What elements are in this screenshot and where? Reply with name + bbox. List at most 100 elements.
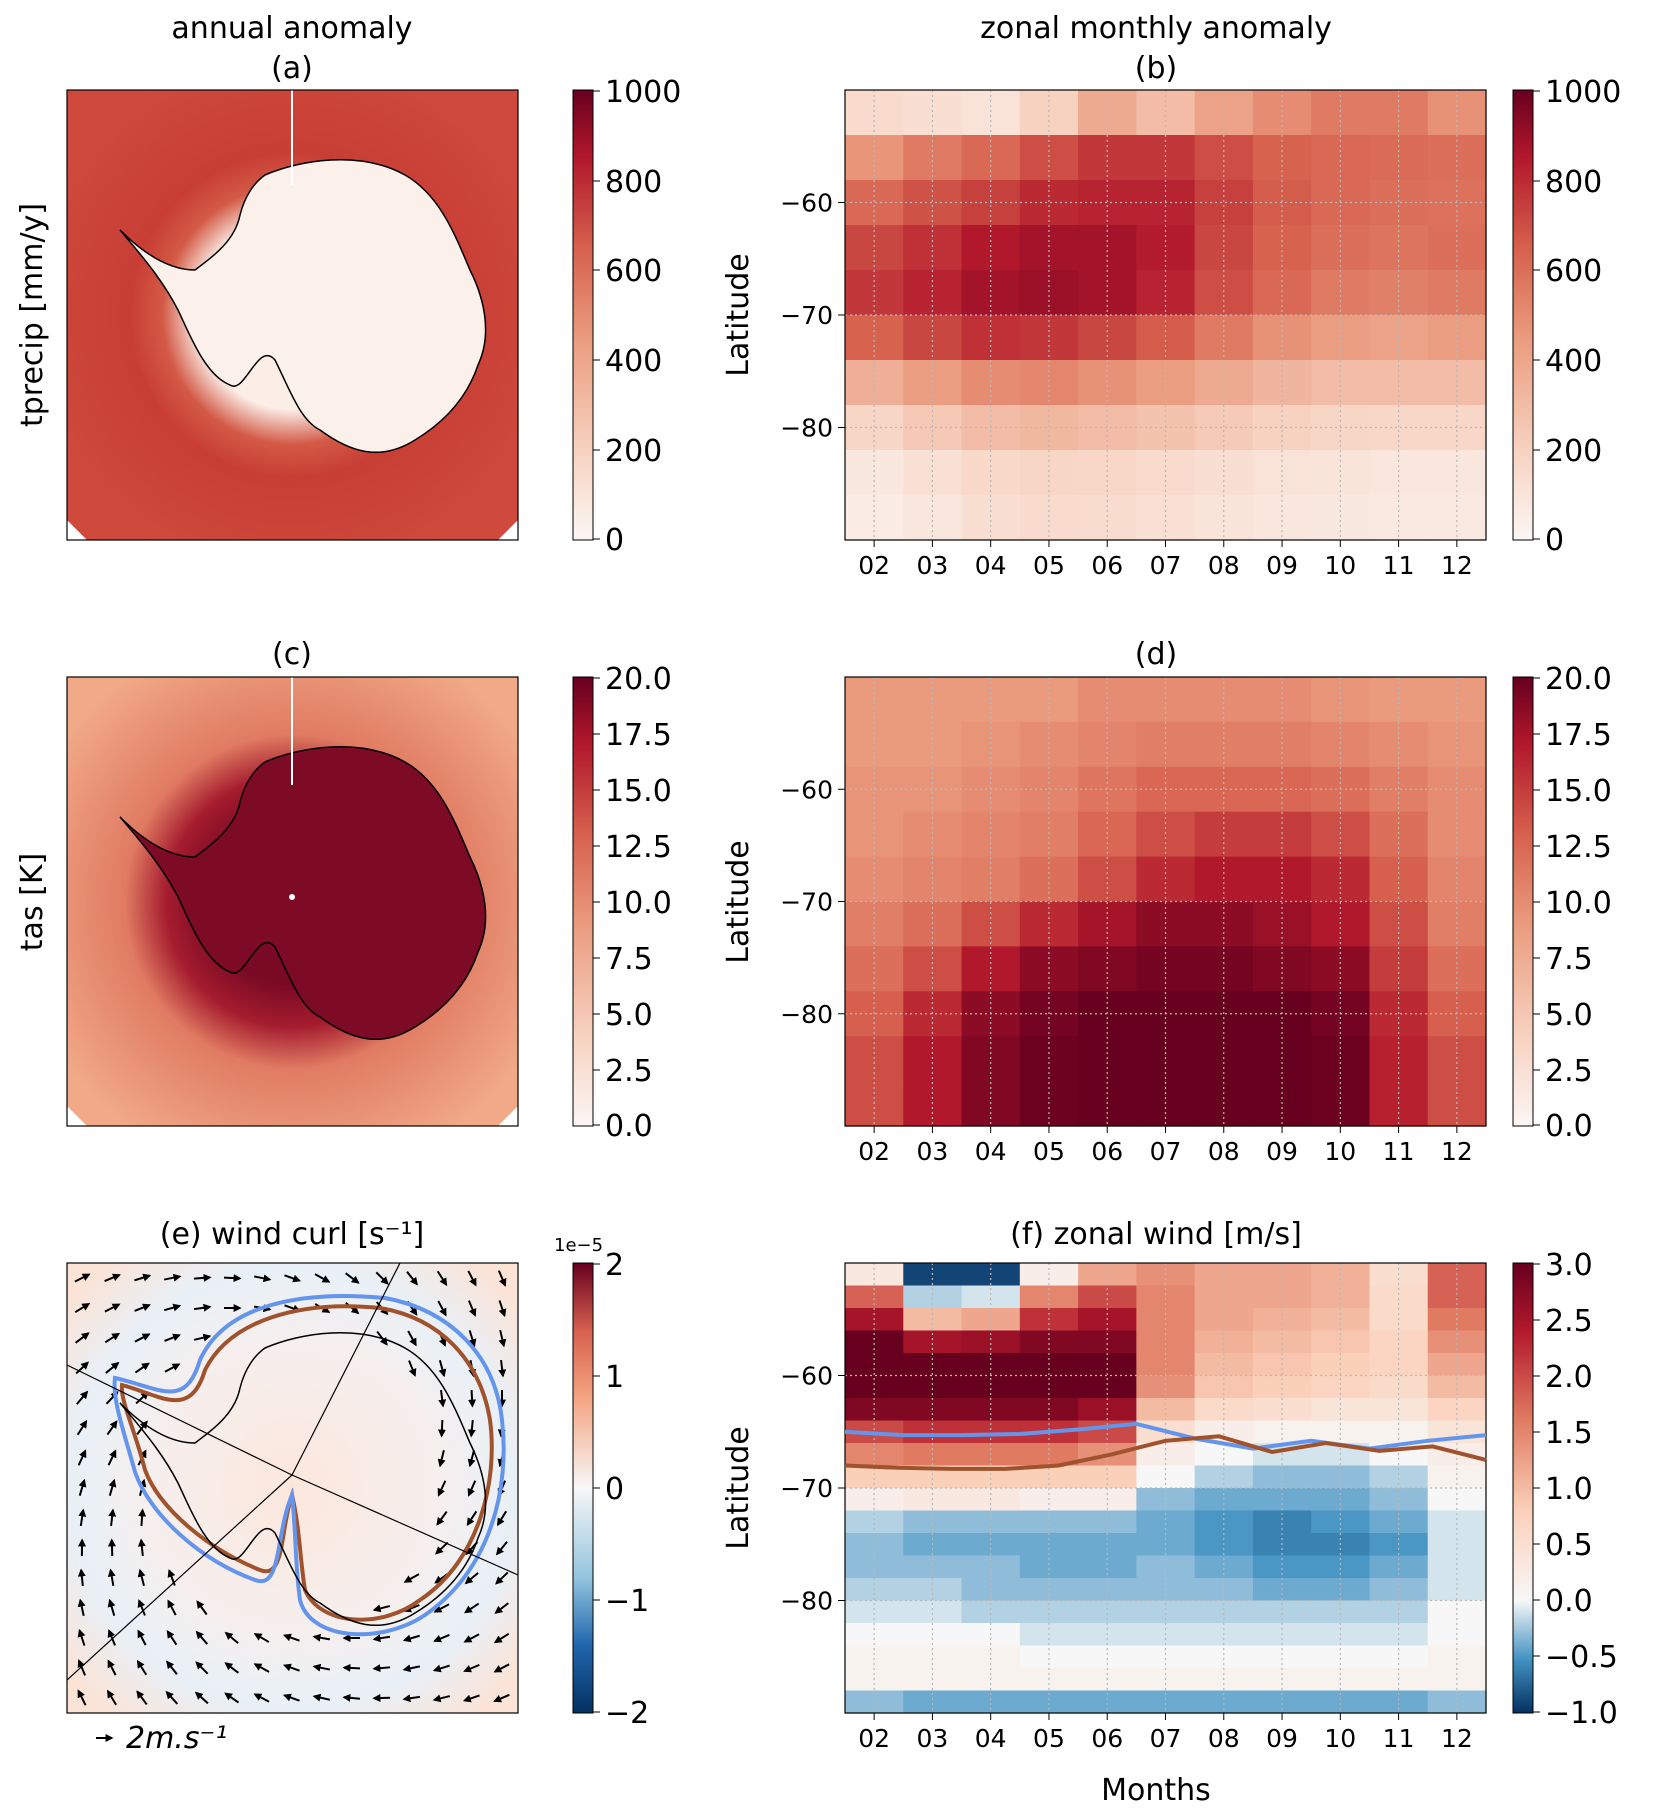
cell-f xyxy=(1252,1555,1312,1579)
cb-b-tick-4: 200 xyxy=(1545,434,1602,469)
cell-d xyxy=(1078,766,1137,813)
title-e: (e) wind curl [s⁻¹] xyxy=(160,1217,424,1252)
cell-d xyxy=(961,721,1021,768)
cell-b xyxy=(1311,450,1371,496)
cell-d xyxy=(1194,901,1254,947)
wind-arrow xyxy=(345,1272,360,1284)
cell-f xyxy=(1194,1690,1254,1714)
cb-d-tick-3: 12.5 xyxy=(1545,830,1612,865)
cell-f xyxy=(845,1330,904,1354)
xtick-label-b: 06 xyxy=(1091,551,1123,580)
wind-arrow xyxy=(165,1690,179,1705)
cell-d xyxy=(1019,677,1079,723)
cell-f xyxy=(1311,1555,1371,1579)
cell-b xyxy=(1194,495,1254,541)
colorbar-e: 1e−5 2 1 0 −1 −2 xyxy=(554,1235,649,1731)
cell-d xyxy=(903,901,963,947)
wind-arrow xyxy=(74,1273,91,1283)
cell-b xyxy=(845,225,904,271)
wind-arrow xyxy=(372,1604,391,1613)
wind-arrow xyxy=(467,1419,476,1438)
wind-arrow xyxy=(495,1571,509,1585)
cell-f xyxy=(903,1330,963,1354)
cell-b xyxy=(1136,450,1196,496)
cb-b-tick-1: 800 xyxy=(1545,165,1602,200)
cell-d xyxy=(1019,856,1079,903)
cell-f xyxy=(1427,1510,1487,1534)
wind-arrow xyxy=(107,1538,116,1557)
cell-f xyxy=(961,1330,1021,1354)
cb-e-tick-0: 2 xyxy=(605,1248,624,1283)
cell-b xyxy=(845,495,904,541)
cell-f xyxy=(1311,1420,1371,1444)
cb-c-tick-4: 10.0 xyxy=(605,886,672,921)
cell-f xyxy=(1078,1465,1137,1489)
cell-b xyxy=(903,135,963,181)
wind-arrow xyxy=(498,1359,507,1378)
cell-b xyxy=(1078,360,1137,406)
cb-d-tick-1: 17.5 xyxy=(1545,718,1612,753)
xtick-label-d: 03 xyxy=(917,1137,949,1166)
cell-d xyxy=(1311,677,1371,723)
map-e xyxy=(67,1263,518,1713)
wind-arrow xyxy=(312,1633,331,1642)
wind-arrow xyxy=(195,1630,209,1645)
cell-d xyxy=(1369,811,1429,858)
cell-b xyxy=(845,180,904,226)
wind-arrow xyxy=(107,1598,116,1616)
cell-f xyxy=(1427,1600,1487,1624)
wind-arrow xyxy=(107,1659,117,1676)
xtick-label-d: 08 xyxy=(1208,1137,1240,1166)
wind-arrow xyxy=(193,1333,212,1342)
cell-b xyxy=(903,495,963,541)
cell-b xyxy=(1078,315,1137,361)
cell-f xyxy=(1311,1330,1371,1354)
cell-d xyxy=(1427,901,1487,947)
cell-f xyxy=(1427,1690,1487,1714)
wind-arrow xyxy=(137,1568,146,1586)
cb-d-tick-4: 10.0 xyxy=(1545,886,1612,921)
cell-b xyxy=(1369,135,1429,181)
cell-d xyxy=(1136,901,1196,947)
cell-f xyxy=(1194,1555,1254,1579)
wind-arrow xyxy=(134,1273,152,1282)
xtick-label-f: 11 xyxy=(1383,1724,1415,1753)
cell-b xyxy=(1078,135,1137,181)
wind-arrow xyxy=(104,1332,121,1344)
cb-c-tick-8: 0.0 xyxy=(605,1109,653,1144)
quiver-key: 2m.s⁻¹ xyxy=(96,1721,227,1756)
cell-f xyxy=(845,1510,904,1534)
wind-arrow xyxy=(375,1271,389,1285)
xtick-label-b: 11 xyxy=(1383,551,1415,580)
subtitle-b: (b) xyxy=(1135,51,1177,86)
cb-f-tick-6: 0.0 xyxy=(1545,1584,1593,1619)
ylabel-d: Latitude xyxy=(721,840,756,963)
cb-d-tick-6: 5.0 xyxy=(1545,998,1593,1033)
cell-f xyxy=(1252,1600,1312,1624)
cell-d xyxy=(1019,766,1079,813)
cell-f xyxy=(1136,1465,1196,1489)
wind-arrow xyxy=(312,1663,331,1672)
cell-d xyxy=(1194,856,1254,903)
wind-vectors xyxy=(74,1270,510,1706)
cell-b xyxy=(1311,135,1371,181)
cell-f xyxy=(1427,1555,1487,1579)
cell-b xyxy=(1194,225,1254,271)
cell-f xyxy=(961,1645,1021,1669)
cell-b xyxy=(1019,405,1079,451)
cell-f xyxy=(1136,1285,1196,1309)
wind-arrow xyxy=(433,1603,450,1613)
wind-arrow xyxy=(77,1659,86,1676)
cell-f xyxy=(1369,1465,1429,1489)
cell-f xyxy=(1311,1465,1371,1489)
map-a-frame xyxy=(66,89,519,541)
cell-f xyxy=(1019,1465,1079,1489)
cb-e-offset: 1e−5 xyxy=(554,1235,603,1256)
wind-arrow xyxy=(463,1633,480,1643)
cell-f xyxy=(1427,1330,1487,1354)
wind-arrow xyxy=(75,1361,90,1375)
wind-arrow xyxy=(437,1300,447,1317)
cell-f xyxy=(1252,1375,1312,1399)
wind-arrow xyxy=(196,1600,208,1616)
